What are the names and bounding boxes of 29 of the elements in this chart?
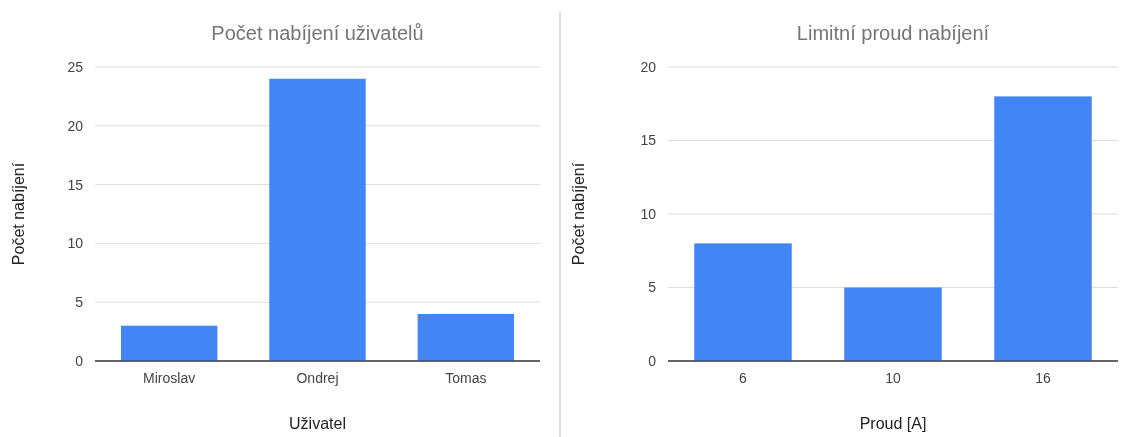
bar — [994, 96, 1092, 361]
x-tick-label: 10 — [885, 370, 901, 386]
bar — [694, 243, 792, 361]
y-axis-title: Počet nabíjení — [10, 162, 27, 266]
y-tick-label: 25 — [67, 58, 84, 75]
bar — [417, 313, 515, 361]
y-tick-label: 15 — [67, 176, 84, 193]
x-tick-label: Ondrej — [296, 370, 339, 386]
y-tick-label: 0 — [75, 352, 84, 369]
y-axis-title: Počet nabíjení — [570, 162, 587, 266]
y-tick-label: 20 — [640, 58, 657, 75]
y-tick-label: 10 — [67, 235, 84, 252]
bar — [120, 325, 218, 361]
bar — [844, 287, 942, 361]
x-tick-label: 6 — [739, 370, 748, 386]
chart-title: Počet nabíjení uživatelů — [211, 22, 424, 44]
x-axis-title: Uživatel — [289, 415, 346, 432]
y-tick-label: 5 — [75, 294, 84, 311]
y-tick-label: 20 — [67, 117, 84, 134]
chart-title: Limitní proud nabíjení — [796, 22, 990, 44]
y-tick-label: 10 — [640, 205, 657, 222]
x-axis-title: Proud [A] — [859, 415, 927, 432]
bar — [269, 78, 366, 361]
x-tick-label: 16 — [1035, 370, 1051, 386]
x-tick-label: Tomas — [445, 370, 487, 386]
y-tick-label: 0 — [648, 352, 657, 369]
y-tick-label: 15 — [640, 132, 657, 149]
y-tick-label: 5 — [648, 279, 657, 296]
x-tick-label: Miroslav — [143, 370, 196, 386]
